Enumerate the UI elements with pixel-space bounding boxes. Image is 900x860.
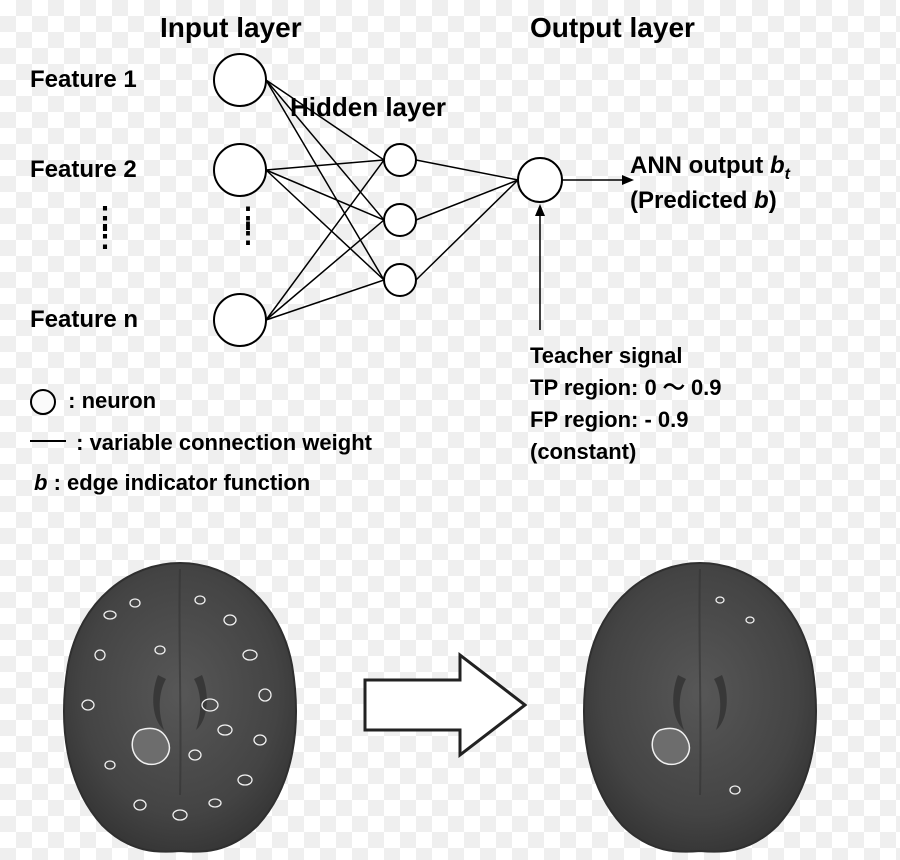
input-neuron-1 xyxy=(214,54,266,106)
input-neuron-2 xyxy=(214,144,266,196)
hidden-neuron-1 xyxy=(384,144,416,176)
output-neuron xyxy=(518,158,562,202)
brain-scan-after xyxy=(560,555,840,855)
block-arrow-icon xyxy=(360,650,530,765)
hidden-neuron-3 xyxy=(384,264,416,296)
network-diagram xyxy=(0,0,900,540)
input-neuron-n xyxy=(214,294,266,346)
brain-scan-before xyxy=(40,555,320,855)
hidden-neuron-2 xyxy=(384,204,416,236)
